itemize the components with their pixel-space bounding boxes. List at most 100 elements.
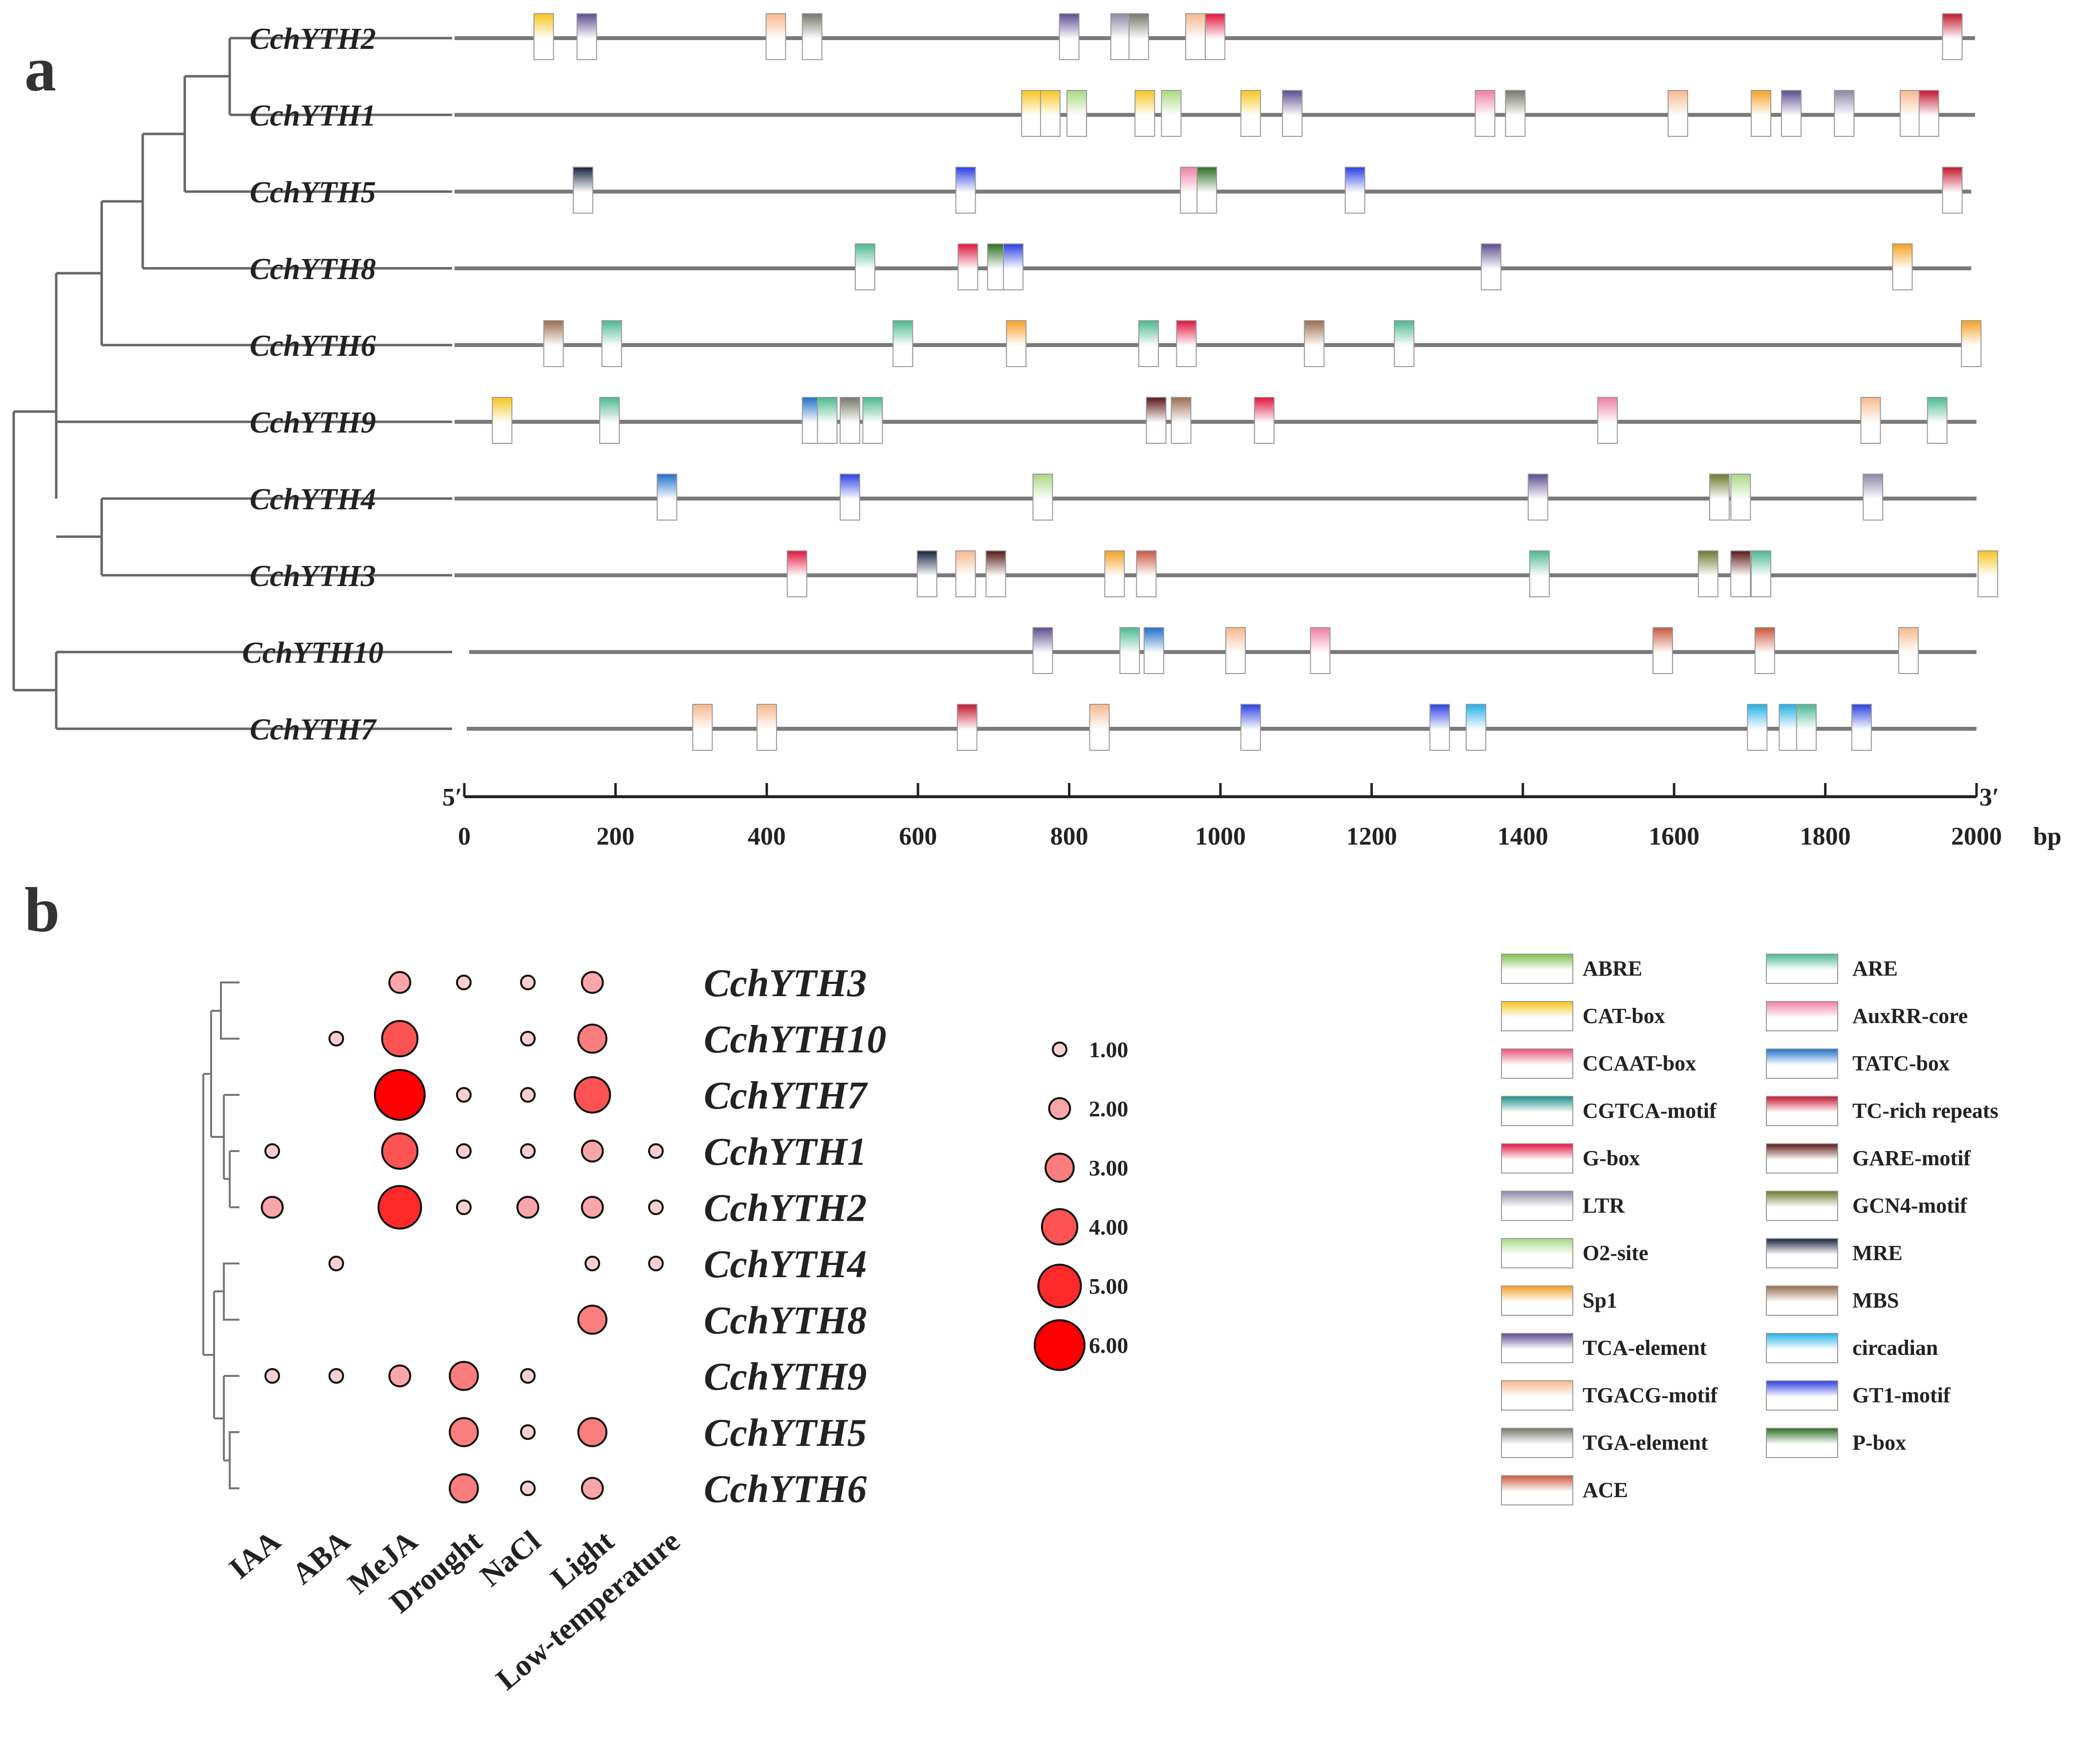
legend-item-cgtca-motif: CGTCA-motif: [1501, 1096, 1717, 1126]
legend-label: circadian: [1852, 1336, 1938, 1360]
condition-aba: ABA: [286, 1524, 356, 1590]
size-legend-bubble: [1041, 1208, 1079, 1246]
legend-swatch: [1501, 1048, 1573, 1079]
motif-tc-rich-repeats: [1942, 167, 1963, 214]
axis-tick-label: 1800: [1800, 823, 1851, 850]
legend-swatch: [1766, 1428, 1838, 1458]
legend-label: MBS: [1852, 1288, 1899, 1312]
bubble-cchyth6-light: [581, 1477, 604, 1500]
size-legend-label: 4.00: [1089, 1215, 1129, 1240]
motif-mre: [916, 550, 937, 597]
motif-cat-box: [533, 13, 554, 60]
motif-g-box: [1254, 397, 1275, 444]
motif-o2-site: [1161, 90, 1182, 137]
axis-tick-label: 1000: [1195, 823, 1246, 850]
bubble-cchyth3-nacl: [520, 975, 536, 990]
legend-label: TATC-box: [1852, 1051, 1950, 1075]
bubble-cchyth3-meja: [388, 971, 412, 994]
bubble-cchyth9-drought: [449, 1361, 479, 1391]
motif-mbs: [1304, 320, 1325, 367]
bp-axis: 5′ 3′ bp 0 200 400 600 800 1000 1200 1400 1600 18…: [442, 783, 2062, 850]
motif-tga-element: [1128, 13, 1149, 60]
motif-p-box: [1196, 167, 1217, 214]
motif-auxrr-core: [1597, 397, 1618, 444]
motif-are: [1751, 550, 1772, 597]
legend-swatch: [1501, 1001, 1573, 1031]
size-legend-label: 2.00: [1089, 1096, 1129, 1121]
legend-label: GT1-motif: [1852, 1383, 1951, 1407]
motif-tatc-box: [656, 474, 677, 521]
legend-item-g-box: G-box: [1501, 1143, 1640, 1174]
axis-tick-label: 1200: [1346, 823, 1397, 850]
bubble-cchyth4-light: [585, 1256, 600, 1271]
gene-label-cchyth5: CchYTH5: [704, 1412, 867, 1455]
legend-item-tga-element: TGA-element: [1501, 1428, 1708, 1458]
legend-item-cat-box: CAT-box: [1501, 1001, 1665, 1031]
legend-label: TGA-element: [1583, 1431, 1708, 1455]
motif-gt1-motif: [1240, 704, 1261, 751]
bubble-cchyth5-nacl: [520, 1424, 536, 1440]
motif-are: [1138, 320, 1159, 367]
bubble-cchyth8-light: [577, 1305, 608, 1335]
bubble-cchyth2-low-temperature: [648, 1199, 664, 1215]
gene-row-cchyth5: CchYTH5: [250, 176, 1972, 209]
bubble-cchyth2-meja: [377, 1185, 422, 1230]
axis-unit-label: bp: [2033, 823, 2062, 850]
gene-row-cchyth1: CchYTH1: [250, 99, 1975, 132]
bubble-cchyth6-drought: [449, 1473, 479, 1503]
bubble-cchyth6-nacl: [520, 1481, 536, 1496]
gene-label-cchyth7: CchYTH7: [704, 1074, 868, 1117]
motif-tgacg-motif: [1667, 90, 1688, 137]
motif-tga-element: [1505, 90, 1526, 137]
motif-g-box: [957, 243, 978, 290]
axis-tick-label: 1400: [1498, 823, 1548, 850]
phylogenetic-tree-b: [202, 981, 239, 1489]
motif-tgacg-motif: [1898, 627, 1919, 674]
motif-tca-element: [1781, 90, 1802, 137]
condition-nacl: NaCl: [474, 1524, 547, 1593]
gene-label: CchYTH10: [242, 636, 383, 670]
motif-cat-box: [1977, 550, 1999, 597]
motif-tc-rich-repeats: [1918, 90, 1939, 137]
motif-tca-element: [1282, 90, 1303, 137]
motif-gcn4-motif: [1709, 474, 1730, 521]
bubble-cchyth1-low-temperature: [648, 1143, 664, 1159]
motif-tca-element: [576, 13, 597, 60]
legend-item-o2-site: O2-site: [1501, 1238, 1648, 1268]
legend-item-tgacg-motif: TGACG-motif: [1501, 1380, 1718, 1411]
motif-sp1: [1961, 320, 1982, 367]
motif-tgacg-motif: [1860, 397, 1881, 444]
motif-tgacg-motif: [1089, 704, 1110, 751]
gene-label: CchYTH8: [250, 253, 376, 286]
gene-label: CchYTH1: [250, 99, 376, 132]
motif-gt1-motif: [1429, 704, 1450, 751]
legend-swatch: [1766, 1048, 1838, 1079]
legend-item-are: ARE: [1766, 954, 1898, 984]
size-legend-bubble: [1048, 1097, 1071, 1120]
gene-label-cchyth8: CchYTH8: [704, 1299, 867, 1342]
condition-labels: IAAABAMeJADroughtNaClLightLow-temperatur…: [223, 1524, 686, 1697]
motif-tca-element: [1059, 13, 1080, 60]
motif-cat-box: [1021, 90, 1042, 137]
gene-row-cchyth7: CchYTH7: [250, 713, 1977, 746]
bubble-cchyth5-light: [577, 1417, 608, 1447]
motif-legend: ABRE ARE CAT-box AuxRR-core CCAAT-box TATC-bo…: [1501, 954, 1999, 1505]
size-legend-bubble: [1037, 1263, 1082, 1308]
motif-ace: [1652, 627, 1673, 674]
legend-label: ACE: [1583, 1478, 1628, 1502]
bubble-cchyth1-drought: [456, 1143, 472, 1159]
motif-ace: [1136, 550, 1157, 597]
motif-mbs: [543, 320, 564, 367]
legend-swatch: [1501, 954, 1573, 984]
legend-label: Sp1: [1583, 1288, 1617, 1312]
legend-swatch: [1501, 1475, 1573, 1505]
motif-tgacg-motif: [1185, 13, 1206, 60]
bubble-cchyth2-nacl: [516, 1196, 540, 1219]
legend-label: CCAAT-box: [1583, 1051, 1696, 1075]
legend-label: TGACG-motif: [1583, 1383, 1718, 1407]
motif-ace: [1754, 627, 1775, 674]
legend-label: GCN4-motif: [1852, 1194, 1968, 1218]
motif-o2-site: [1032, 474, 1053, 521]
legend-swatch: [1501, 1380, 1573, 1411]
